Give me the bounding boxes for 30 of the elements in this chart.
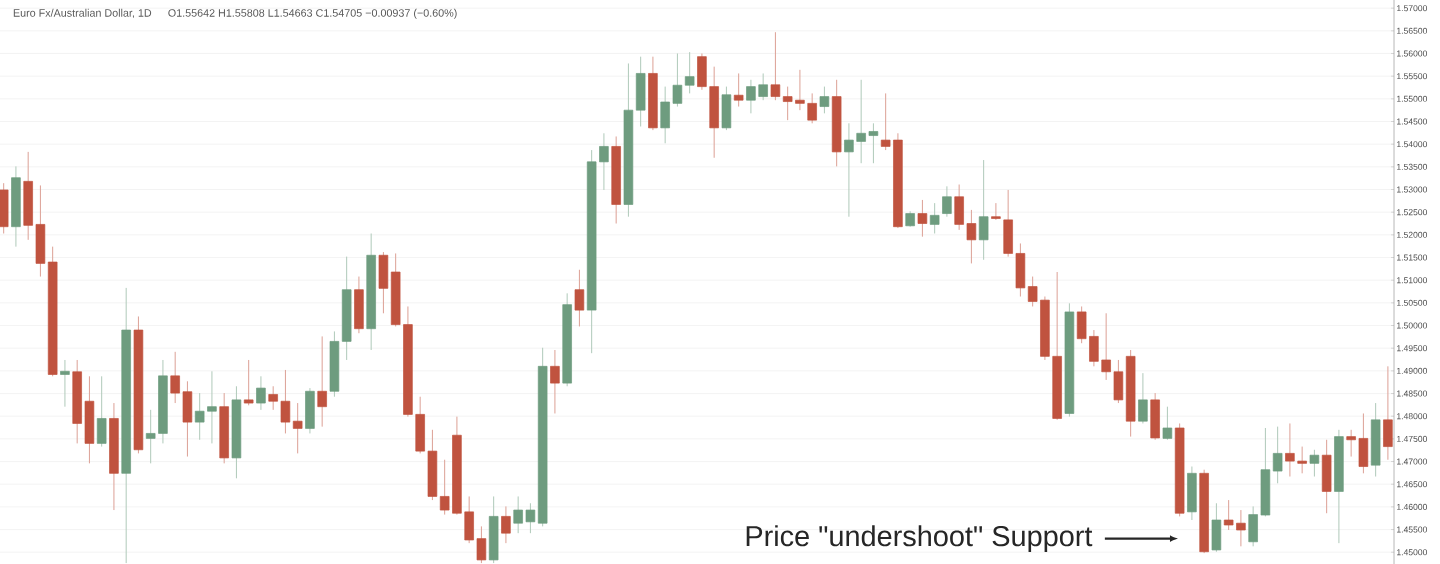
candlestick — [1138, 372, 1148, 424]
candlestick — [60, 359, 70, 408]
candlestick — [991, 202, 1001, 221]
candlestick — [1150, 392, 1160, 441]
candlestick — [1309, 449, 1320, 477]
candlestick — [942, 185, 952, 218]
candlestick — [354, 276, 364, 334]
candlestick — [1383, 365, 1393, 461]
candlestick — [917, 199, 928, 238]
candlestick — [1162, 406, 1173, 441]
candlestick — [1370, 402, 1381, 477]
candlestick — [550, 349, 560, 414]
candlestick — [733, 72, 744, 108]
candlestick — [1321, 439, 1332, 514]
candlestick — [1211, 502, 1222, 553]
candlestick — [978, 159, 989, 261]
candlestick — [256, 375, 266, 411]
candlestick — [0, 182, 9, 234]
candlestick — [929, 202, 940, 234]
candlestick — [305, 387, 315, 434]
candlestick — [574, 269, 585, 327]
candlestick — [317, 335, 327, 428]
annotation: Price "undershoot" Support — [746, 525, 1093, 553]
candlestick — [721, 86, 732, 131]
candlestick — [819, 86, 830, 114]
candlestick — [1187, 466, 1197, 521]
candlestick — [96, 375, 107, 448]
candlestick — [488, 495, 499, 564]
candlestick — [243, 359, 254, 406]
candlestick — [501, 505, 511, 544]
